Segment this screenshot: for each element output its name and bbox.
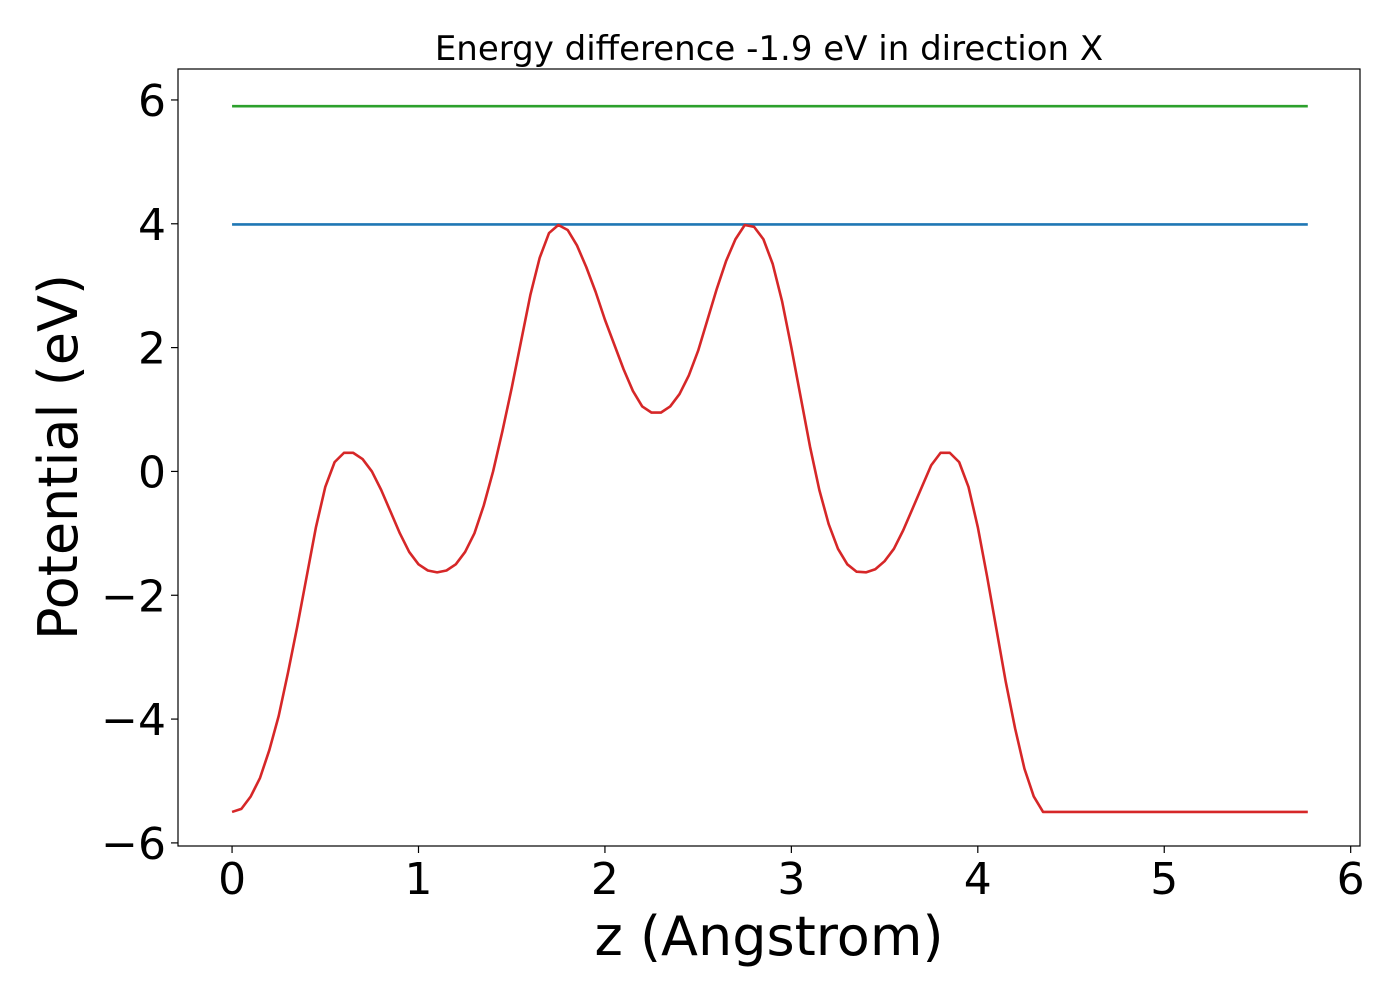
- y-tick-label: −4: [101, 695, 166, 746]
- y-tick-label: 0: [138, 447, 166, 498]
- x-tick-label: 5: [1150, 854, 1178, 905]
- plot-frame: [177, 68, 1361, 847]
- y-tick-label: 4: [138, 200, 166, 251]
- y-tick-label: 6: [138, 76, 166, 127]
- series-layer: [231, 104, 1308, 814]
- y-tick-label: −6: [101, 819, 166, 870]
- y-ticks: −6 −4 −2 0 2 4 6: [101, 76, 178, 870]
- chart-title: Energy difference -1.9 eV in direction X: [435, 29, 1103, 69]
- x-tick-label: 0: [218, 854, 246, 905]
- y-tick-label: 2: [138, 324, 166, 375]
- x-axis-title: z (Angstrom): [594, 905, 943, 968]
- x-tick-label: 1: [405, 854, 433, 905]
- x-ticks: 0 1 2 3 4 5 6: [218, 846, 1365, 905]
- y-tick-label: −2: [101, 571, 166, 622]
- x-tick-label: 4: [964, 854, 992, 905]
- y-axis-title: Potential (eV): [27, 274, 90, 640]
- series-line-2: [231, 223, 1308, 814]
- x-tick-label: 6: [1337, 854, 1365, 905]
- x-tick-label: 3: [777, 854, 805, 905]
- x-tick-label: 2: [591, 854, 619, 905]
